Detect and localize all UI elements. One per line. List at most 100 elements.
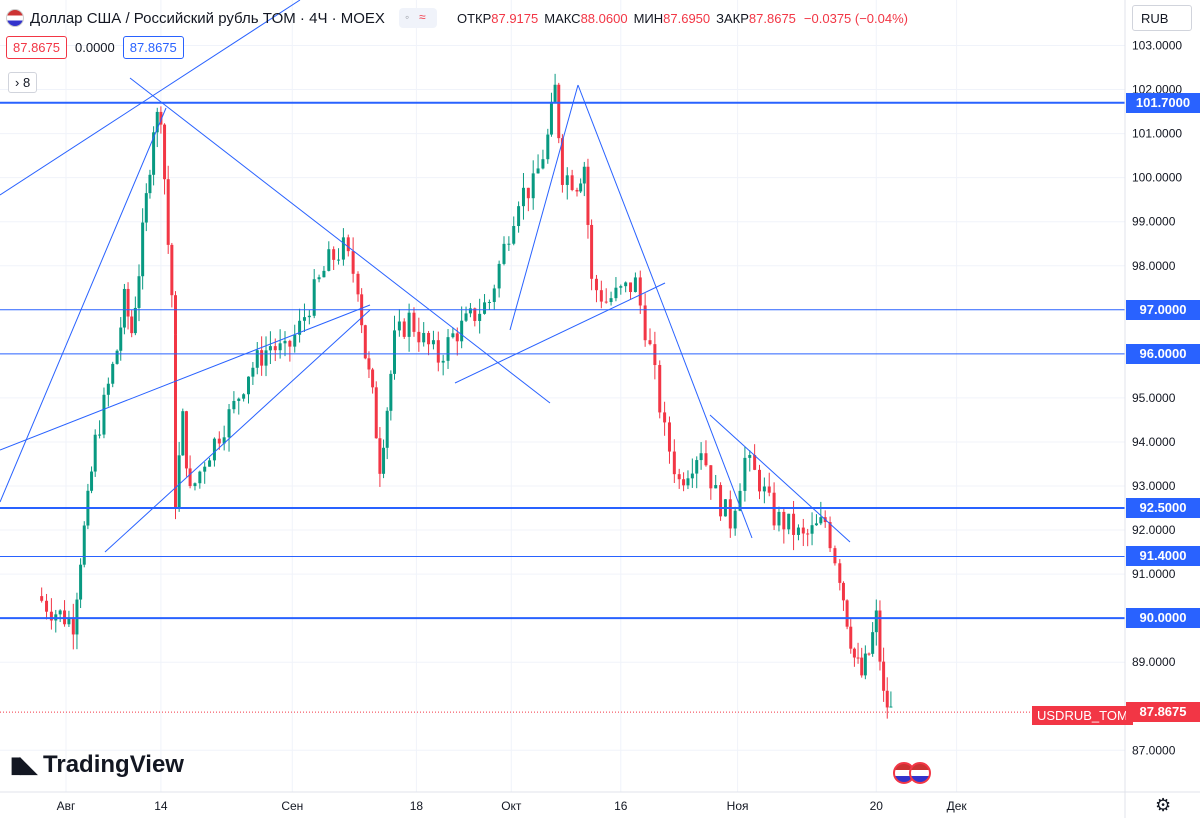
- candle-body: [753, 455, 757, 470]
- candle-body: [327, 249, 331, 271]
- level-price-tag: 91.4000: [1126, 546, 1200, 567]
- price-tick-label: 98.0000: [1132, 259, 1176, 273]
- candle-body: [67, 618, 71, 625]
- price-tick-label: 92.0000: [1132, 523, 1176, 537]
- candle-body: [427, 332, 431, 345]
- trend-line: [0, 107, 167, 503]
- candle-body: [787, 513, 791, 530]
- candle-body: [546, 134, 550, 160]
- trend-line: [509, 84, 579, 331]
- price-tick-label: 95.0000: [1132, 391, 1176, 405]
- us-event-icon[interactable]: [909, 762, 931, 784]
- candle-body: [45, 600, 49, 612]
- candle-body: [643, 305, 647, 341]
- level-price-tag: 90.0000: [1126, 608, 1200, 629]
- candle-body: [856, 657, 860, 659]
- candle-body: [58, 610, 62, 615]
- candle-body: [93, 434, 97, 472]
- candle-body: [549, 101, 553, 135]
- candle-body: [174, 295, 177, 335]
- symbol-title[interactable]: Доллар США / Российский рубль TOM · 4Ч ·…: [30, 9, 385, 27]
- time-tick-label: Окт: [501, 799, 522, 813]
- candle-body: [106, 383, 110, 395]
- candle-body: [351, 251, 355, 274]
- candle-body: [492, 288, 496, 302]
- candle-body: [451, 333, 455, 338]
- price-tick-label: 101.0000: [1132, 127, 1182, 141]
- candle-body: [619, 286, 623, 288]
- candle-body: [98, 434, 102, 436]
- ohlc-close-label: ЗАКР: [716, 10, 749, 26]
- candle-body: [102, 394, 106, 435]
- market-status-pill[interactable]: ◦ ≈: [398, 8, 437, 28]
- candle-body: [177, 455, 181, 509]
- candle-body: [748, 455, 752, 458]
- candle-body: [586, 166, 590, 225]
- candle-body: [126, 288, 130, 317]
- candle-body: [203, 466, 207, 472]
- candle-body: [792, 513, 796, 535]
- currency-selector[interactable]: RUB: [1132, 5, 1192, 31]
- candle-body: [255, 350, 259, 368]
- candle-body: [845, 600, 849, 627]
- candle-body: [609, 298, 613, 303]
- candle-body: [633, 277, 637, 293]
- candle-body: [152, 132, 156, 175]
- bid-price-box[interactable]: 87.8675: [6, 36, 67, 59]
- tradingview-logo[interactable]: ▮◣ TradingView: [10, 751, 184, 779]
- candle-body: [144, 193, 148, 223]
- candle-body: [521, 187, 525, 207]
- settings-gear-icon[interactable]: ⚙: [1155, 795, 1172, 815]
- candle-body: [397, 321, 401, 331]
- ask-price-box[interactable]: 87.8675: [122, 36, 184, 59]
- level-price-tag: 96.0000: [1126, 343, 1200, 364]
- candle-body: [565, 175, 569, 185]
- candle-body: [629, 282, 633, 293]
- candle-body: [393, 330, 396, 374]
- candle-body: [170, 244, 174, 296]
- candle-series: [40, 73, 893, 719]
- candle-body: [767, 486, 771, 493]
- candle-body: [363, 325, 367, 359]
- time-axis[interactable]: Авг 14 Сен 18 Окт 16 Ноя 20 Дек: [57, 799, 968, 813]
- time-tick-label: 14: [154, 799, 168, 813]
- price-tick-label: 94.0000: [1132, 435, 1176, 449]
- candle-body: [814, 523, 818, 526]
- candle-body: [242, 394, 246, 399]
- candle-body: [111, 363, 115, 384]
- candle-body: [137, 276, 141, 308]
- candle-body: [507, 243, 511, 245]
- ohlc-high-value: 88.0600: [580, 10, 628, 26]
- candle-body: [247, 376, 250, 395]
- candle-body: [667, 422, 671, 452]
- ohlc-high-label: МАКС: [544, 10, 581, 26]
- candle-body: [841, 582, 845, 601]
- candle-body: [743, 457, 747, 491]
- time-tick-label: Дек: [947, 799, 968, 813]
- candle-body: [497, 263, 501, 289]
- ohlc-open-label: ОТКР: [456, 10, 492, 26]
- chevron-icon: ›: [15, 75, 20, 90]
- candle-body: [75, 599, 79, 635]
- wave-icon: ≈: [418, 10, 426, 24]
- indicators-toggle[interactable]: › 8: [8, 72, 38, 93]
- candle-body: [148, 174, 152, 194]
- candle-body: [385, 410, 389, 448]
- candle-body: [188, 468, 192, 487]
- candle-body: [402, 321, 406, 337]
- trend-line: [577, 84, 669, 319]
- economic-events[interactable]: [893, 762, 931, 784]
- candle-body: [115, 350, 119, 364]
- price-axis[interactable]: 103.0000102.0000101.0000100.000099.00009…: [1132, 39, 1182, 758]
- trend-line: [667, 317, 753, 539]
- candle-body: [283, 340, 287, 344]
- price-tick-label: 87.0000: [1132, 743, 1176, 757]
- candle-body: [122, 288, 126, 328]
- candle-body: [130, 316, 134, 334]
- level-price-tag: 97.0000: [1126, 299, 1200, 320]
- candle-body: [217, 438, 221, 444]
- candle-body: [273, 346, 277, 351]
- candle-body: [738, 490, 742, 511]
- candle-body: [79, 564, 83, 600]
